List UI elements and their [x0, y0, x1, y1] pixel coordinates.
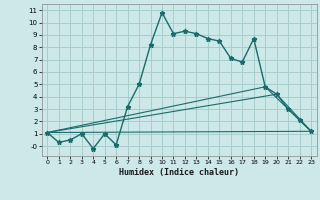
- X-axis label: Humidex (Indice chaleur): Humidex (Indice chaleur): [119, 168, 239, 177]
